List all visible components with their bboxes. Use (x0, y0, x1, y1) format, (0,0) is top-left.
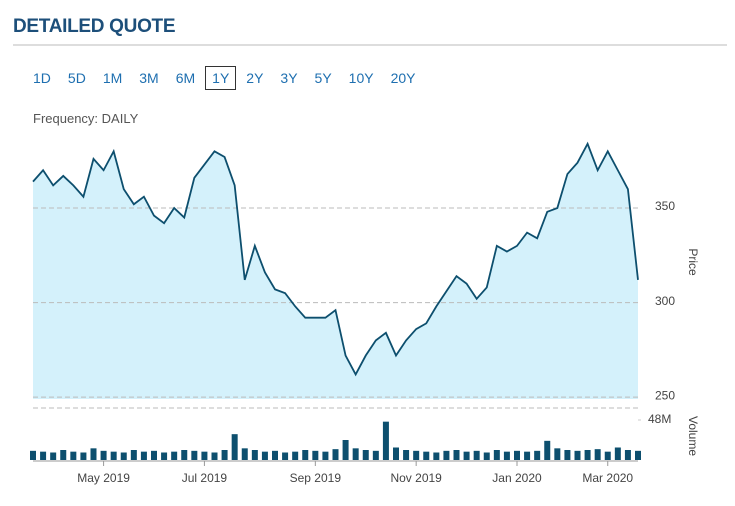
volume-bar (40, 451, 47, 460)
volume-bar (483, 452, 490, 460)
frequency: Frequency: DAILY (33, 111, 139, 126)
range-buttons: 1D 5D 1M 3M 6M 1Y 2Y 3Y 5Y 10Y 20Y (26, 66, 426, 90)
volume-bar (433, 452, 440, 460)
volume-bar (635, 450, 641, 460)
volume-bar (503, 451, 510, 460)
volume-bar (191, 450, 198, 460)
range-button[interactable]: 3M (139, 70, 159, 86)
range-button[interactable]: 3Y (280, 70, 298, 86)
volume-bar (514, 450, 520, 460)
volume-bar (473, 450, 480, 460)
volume-bar (312, 450, 319, 460)
volume-bar (60, 450, 67, 460)
volume-bar (130, 450, 137, 460)
volume-bar (261, 451, 268, 460)
title: DETAILED QUOTE (13, 16, 176, 37)
range-button[interactable]: 5Y (314, 70, 332, 86)
volume-bar (302, 450, 309, 460)
range-button[interactable]: 1Y (205, 66, 237, 90)
price-line (32, 141, 639, 377)
volume-bar (161, 452, 168, 460)
volume-bar (221, 450, 228, 460)
range-button[interactable]: 1D (33, 70, 51, 86)
volume-bar (453, 450, 460, 460)
volume-bar (524, 451, 531, 460)
volume-bar (614, 447, 621, 460)
volume-bar (574, 450, 581, 460)
volume-bar (80, 452, 87, 460)
volume-bar (171, 451, 178, 460)
volume-bar (110, 451, 117, 460)
volume-bar (181, 450, 188, 460)
volume-bar (90, 448, 97, 460)
volume-bar (403, 450, 410, 460)
volume-bar (534, 450, 541, 460)
volume-bar (393, 447, 399, 460)
volume-bar (594, 449, 601, 460)
y-tick-label: 350 (655, 199, 675, 213)
volume-bar (362, 450, 369, 460)
range-button[interactable]: 2Y (246, 70, 264, 86)
x-tick-label: Nov 2019 (390, 471, 442, 485)
volume-bar (423, 451, 430, 460)
volume-bar (201, 451, 208, 460)
volume-bar (241, 448, 248, 460)
volume-bar (292, 451, 299, 460)
price-area (33, 143, 638, 399)
volume-bar (382, 421, 389, 460)
volume-bar (140, 451, 147, 460)
x-tick-label: Jul 2019 (182, 471, 228, 485)
volume-bar (332, 449, 339, 460)
volume-bar (322, 451, 329, 460)
volume-bar (251, 450, 258, 460)
volume-bar (463, 451, 470, 460)
volume-bar (211, 452, 218, 460)
volume-bar (100, 450, 107, 460)
volume-bar (70, 451, 77, 460)
volume-bar (564, 450, 571, 460)
y-tick-label: 250 (655, 388, 675, 402)
range-button[interactable]: 1M (102, 70, 123, 86)
volume-bar (352, 448, 359, 460)
range-button[interactable]: 10Y (348, 70, 374, 86)
range-button[interactable]: 20Y (390, 70, 416, 86)
volume-bar (544, 440, 551, 460)
volume-bar (151, 450, 157, 460)
volume-bar (493, 450, 500, 460)
volume-bar (443, 450, 450, 460)
divider (13, 44, 727, 46)
volume-bar (231, 434, 238, 460)
volume-bar (120, 452, 127, 460)
range-button[interactable]: 6M (175, 70, 196, 86)
volume-bar (50, 452, 57, 460)
volume-bar (282, 452, 289, 460)
x-tick-label: Jan 2020 (492, 471, 542, 485)
x-tick-label: Sep 2019 (290, 471, 342, 485)
y-tick-label: 300 (655, 294, 675, 308)
volume-bar (624, 450, 631, 460)
y2-axis-label: Volume (686, 416, 700, 456)
volume-bar (272, 450, 278, 460)
volume-bar (604, 451, 611, 460)
volume-bar (342, 440, 349, 460)
x-tick-label: Mar 2020 (582, 471, 633, 485)
volume-bar (30, 450, 36, 460)
x-tick-label: May 2019 (77, 471, 130, 485)
range-button[interactable]: 5D (67, 70, 86, 86)
y2-tick-label: 48M (648, 412, 671, 426)
y-axis-label: Price (686, 248, 700, 276)
volume-bar (584, 450, 591, 460)
volume-bar (554, 448, 561, 460)
volume-bar (413, 450, 420, 460)
volume-bar (372, 450, 379, 460)
